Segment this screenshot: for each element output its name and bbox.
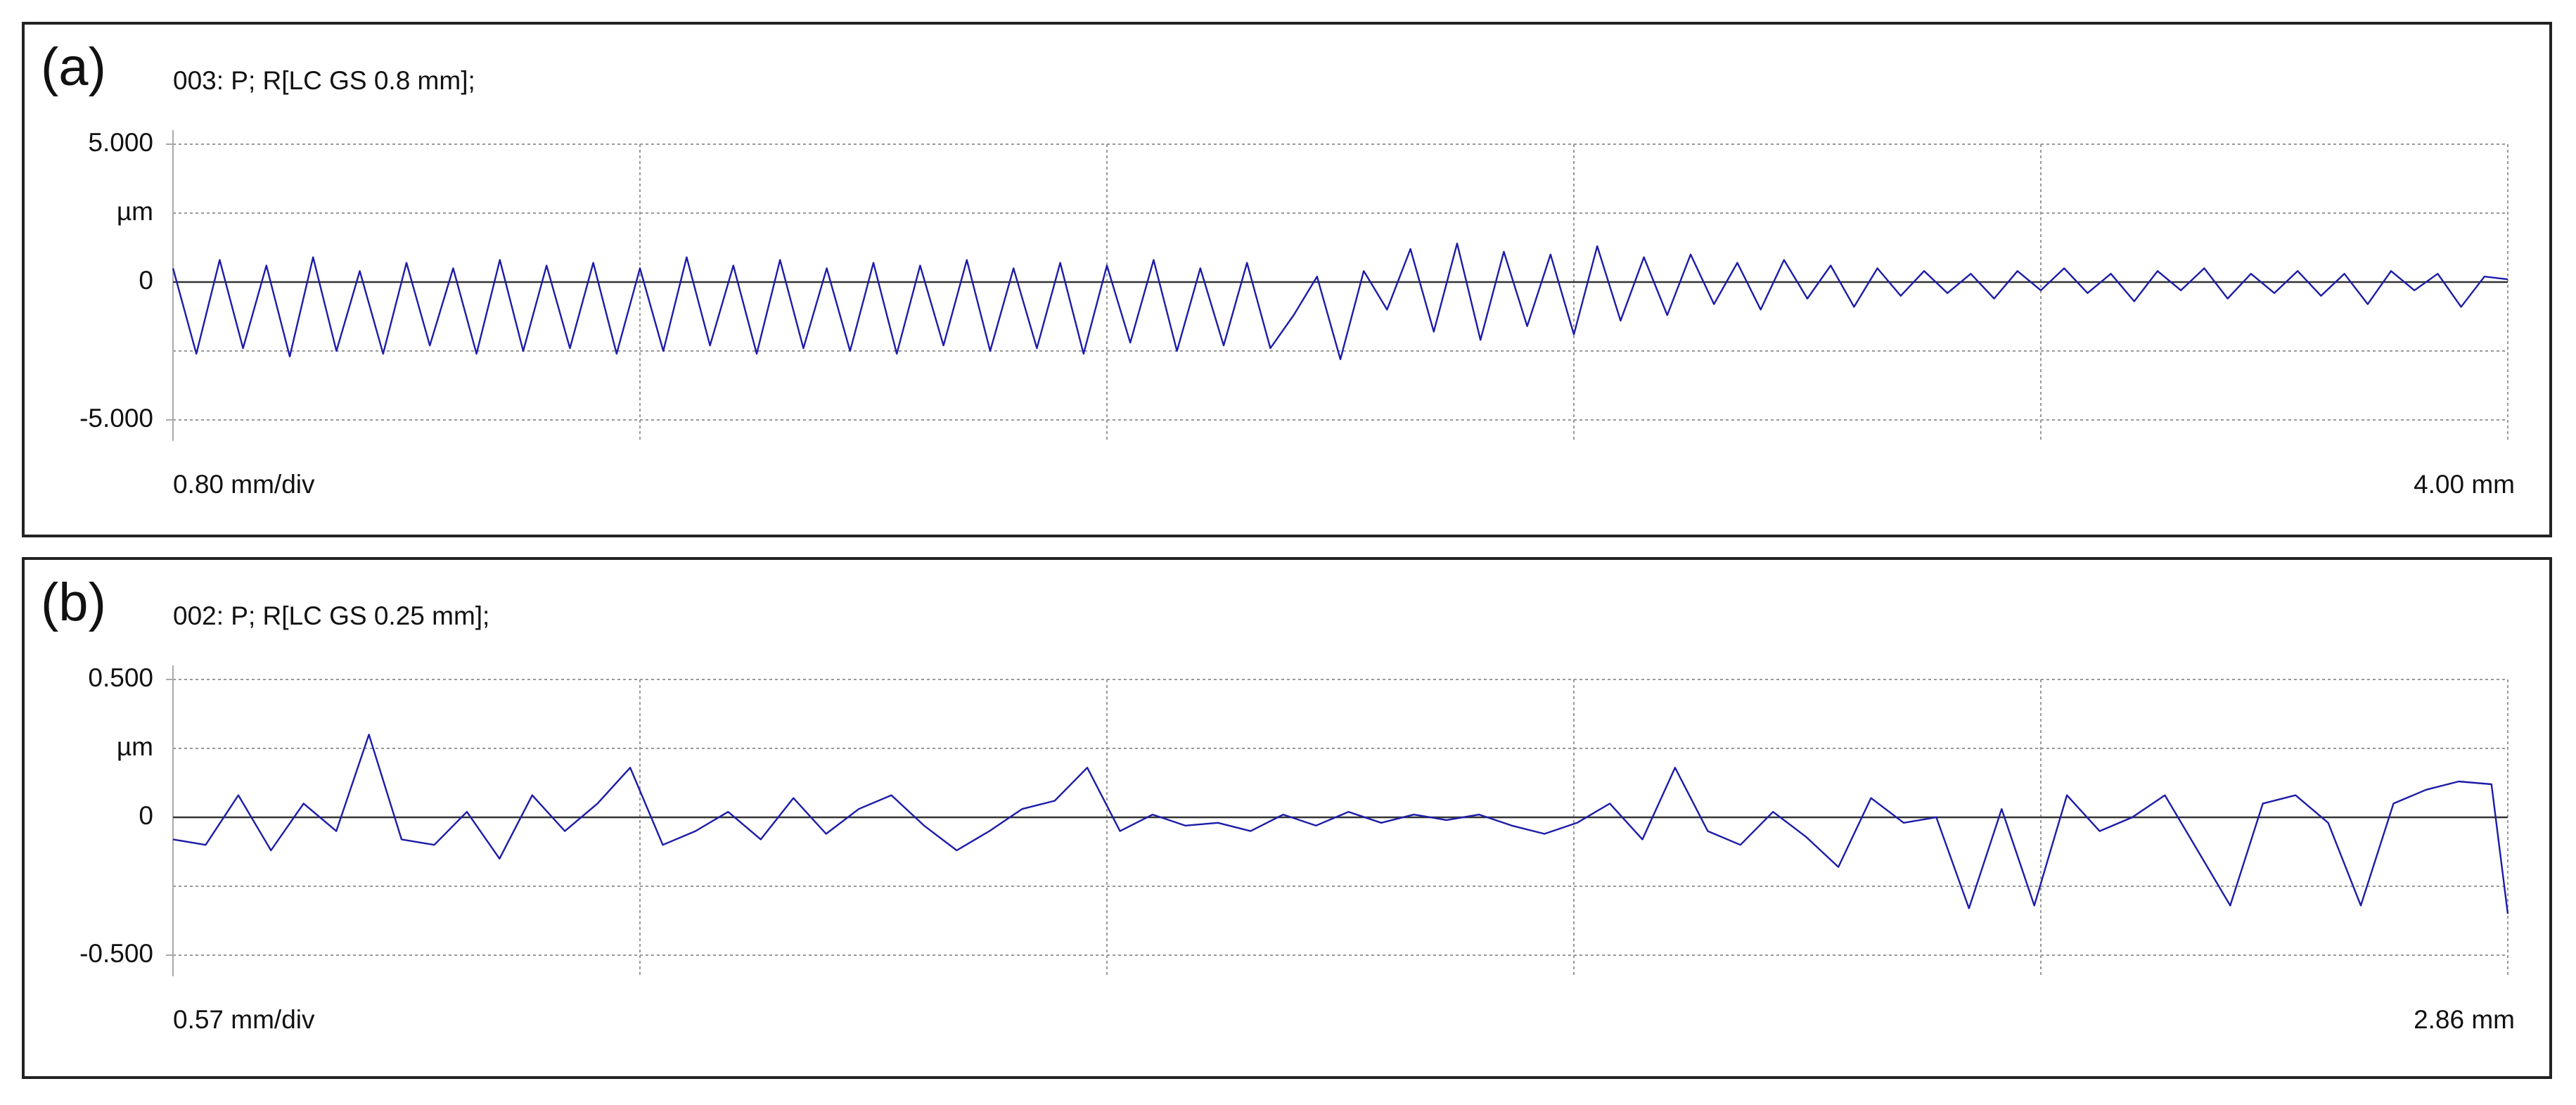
panel-label: (a) [41, 37, 106, 97]
x-scale-label: 0.57 mm/div [173, 1005, 315, 1034]
panel-frame [22, 22, 2552, 537]
y-tick-label: 0 [139, 801, 153, 830]
panel-title: 002: P; R[LC GS 0.25 mm]; [173, 601, 489, 630]
x-scale-label: 0.80 mm/div [173, 470, 315, 499]
profile-line [172, 734, 2509, 914]
y-tick-label: -5.000 [79, 404, 153, 433]
y-axis-unit: µm [117, 197, 153, 226]
profile-line [172, 242, 2508, 360]
panel: (b) 002: P; R[LC GS 0.25 mm]; 0.500 0 -0.500… [22, 557, 2552, 1079]
y-tick-label: 0 [139, 266, 153, 295]
panel: (a) 003: P; R[LC GS 0.8 mm]; 5.000 0 -5.000 µ… [22, 22, 2552, 537]
y-tick-label: -0.500 [79, 939, 153, 968]
x-end-label: 2.86 mm [2414, 1005, 2515, 1034]
y-tick-label: 0.500 [88, 663, 153, 692]
panel-label: (b) [41, 573, 106, 632]
y-tick-label: 5.000 [88, 128, 153, 157]
panel-title: 003: P; R[LC GS 0.8 mm]; [173, 66, 475, 95]
x-end-label: 4.00 mm [2414, 470, 2515, 499]
y-axis-unit: µm [117, 732, 153, 761]
